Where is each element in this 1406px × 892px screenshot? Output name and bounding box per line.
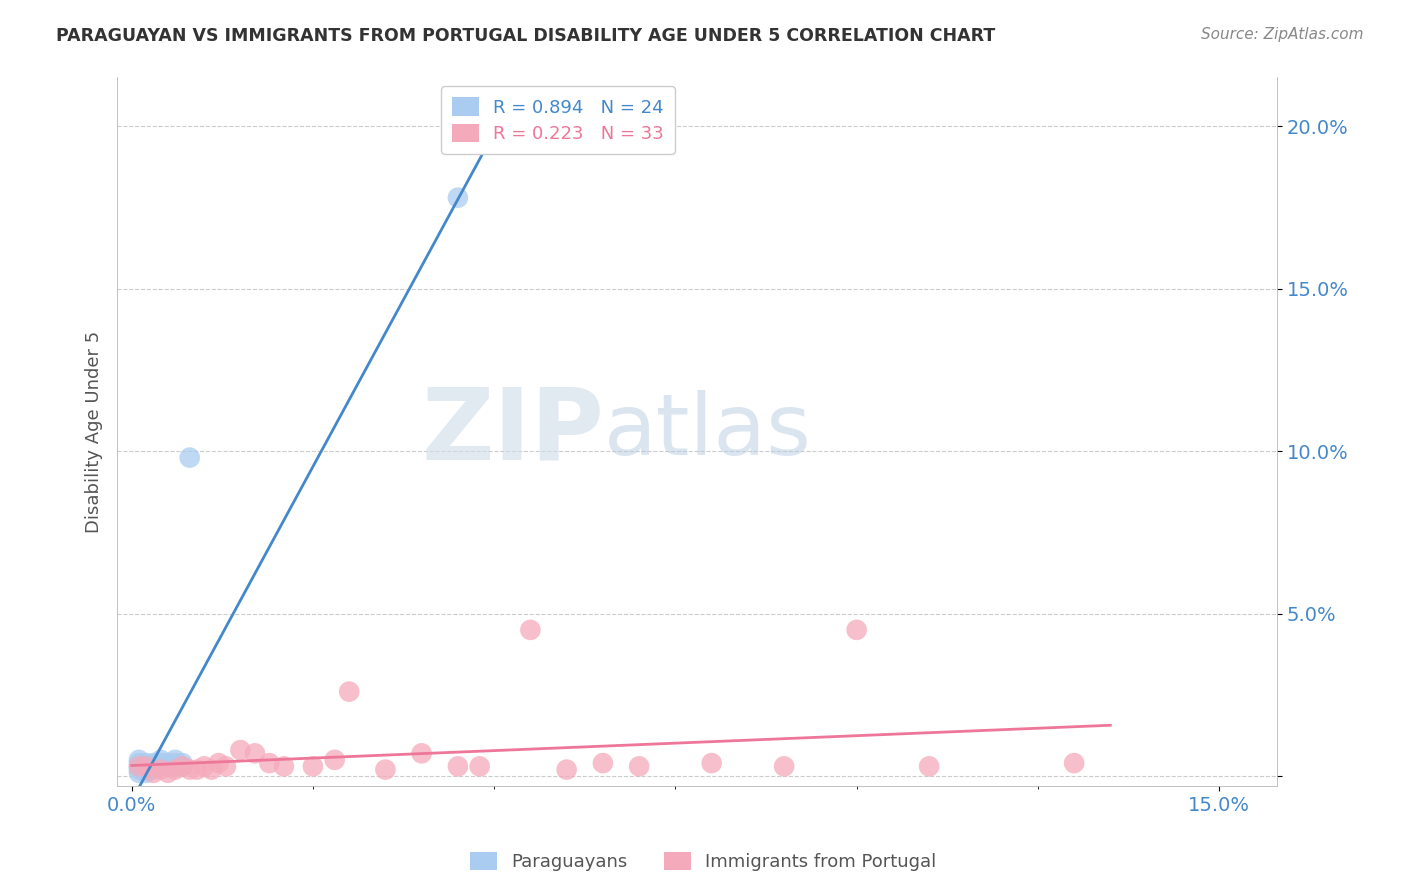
Point	[135, 765, 157, 780]
Point	[519, 623, 541, 637]
Point	[337, 684, 360, 698]
Point	[259, 756, 281, 770]
Text: atlas: atlas	[605, 390, 813, 473]
Point	[273, 759, 295, 773]
Point	[172, 759, 194, 773]
Point	[149, 759, 172, 773]
Point	[243, 747, 266, 761]
Point	[1063, 756, 1085, 770]
Point	[135, 756, 157, 770]
Point	[128, 759, 150, 773]
Point	[200, 763, 222, 777]
Point	[193, 759, 215, 773]
Point	[555, 763, 578, 777]
Point	[165, 763, 187, 777]
Point	[149, 763, 172, 777]
Text: Source: ZipAtlas.com: Source: ZipAtlas.com	[1201, 27, 1364, 42]
Text: ZIP: ZIP	[422, 384, 605, 480]
Point	[447, 759, 470, 773]
Point	[165, 753, 187, 767]
Point	[149, 756, 172, 770]
Legend: Paraguayans, Immigrants from Portugal: Paraguayans, Immigrants from Portugal	[463, 845, 943, 879]
Point	[208, 756, 231, 770]
Point	[468, 759, 491, 773]
Point	[773, 759, 796, 773]
Point	[165, 756, 187, 770]
Point	[142, 759, 165, 773]
Point	[845, 623, 868, 637]
Point	[628, 759, 651, 773]
Point	[374, 763, 396, 777]
Point	[447, 191, 470, 205]
Point	[142, 765, 165, 780]
Point	[918, 759, 941, 773]
Point	[128, 756, 150, 770]
Point	[156, 765, 179, 780]
Point	[411, 747, 433, 761]
Point	[135, 763, 157, 777]
Point	[172, 759, 194, 773]
Text: PARAGUAYAN VS IMMIGRANTS FROM PORTUGAL DISABILITY AGE UNDER 5 CORRELATION CHART: PARAGUAYAN VS IMMIGRANTS FROM PORTUGAL D…	[56, 27, 995, 45]
Point	[700, 756, 723, 770]
Point	[156, 756, 179, 770]
Point	[172, 756, 194, 770]
Point	[142, 763, 165, 777]
Point	[128, 765, 150, 780]
Point	[128, 753, 150, 767]
Point	[149, 753, 172, 767]
Point	[128, 759, 150, 773]
Point	[135, 759, 157, 773]
Point	[592, 756, 614, 770]
Point	[229, 743, 252, 757]
Point	[302, 759, 325, 773]
Point	[186, 763, 208, 777]
Point	[179, 450, 201, 465]
Point	[165, 759, 187, 773]
Point	[215, 759, 238, 773]
Point	[156, 759, 179, 773]
Point	[135, 759, 157, 773]
Point	[128, 763, 150, 777]
Point	[142, 756, 165, 770]
Y-axis label: Disability Age Under 5: Disability Age Under 5	[86, 331, 103, 533]
Legend: R = 0.894   N = 24, R = 0.223   N = 33: R = 0.894 N = 24, R = 0.223 N = 33	[441, 87, 675, 154]
Point	[179, 763, 201, 777]
Point	[323, 753, 346, 767]
